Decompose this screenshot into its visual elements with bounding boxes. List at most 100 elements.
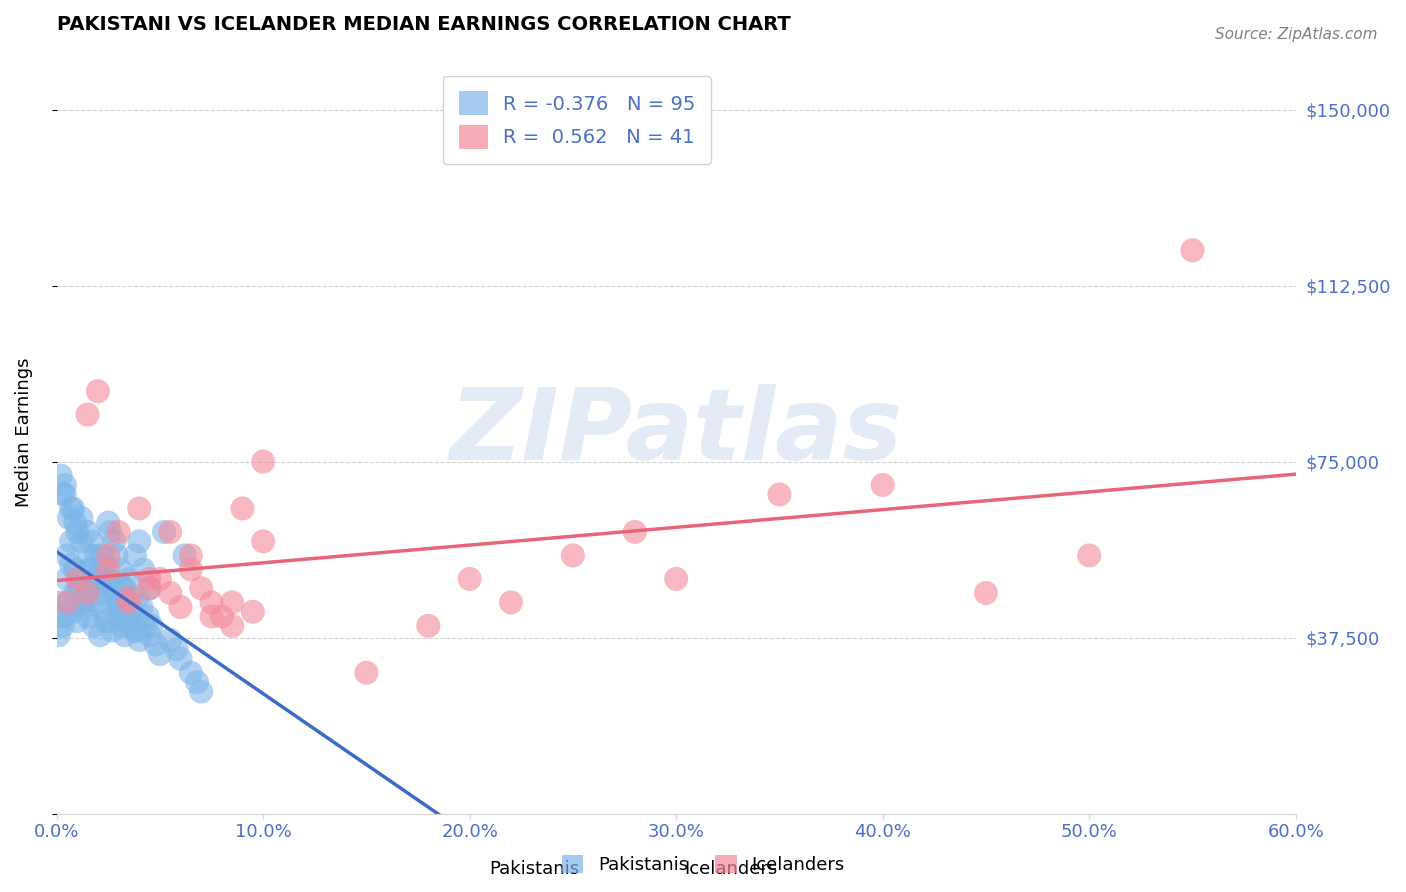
Point bbox=[231, 501, 253, 516]
Point bbox=[72, 595, 94, 609]
Point bbox=[221, 619, 243, 633]
Point bbox=[66, 614, 89, 628]
Point bbox=[138, 582, 160, 596]
Point bbox=[84, 549, 107, 563]
Point bbox=[91, 549, 114, 563]
Point bbox=[87, 582, 110, 596]
Point bbox=[118, 614, 141, 628]
Point bbox=[70, 595, 93, 609]
Point bbox=[149, 647, 172, 661]
Point bbox=[169, 600, 191, 615]
Point bbox=[111, 582, 134, 596]
Point bbox=[105, 549, 128, 563]
Point bbox=[56, 572, 79, 586]
Point bbox=[66, 572, 89, 586]
Point bbox=[83, 572, 105, 586]
Point bbox=[128, 632, 150, 647]
Y-axis label: Median Earnings: Median Earnings bbox=[15, 358, 32, 507]
Point bbox=[200, 595, 222, 609]
Point bbox=[118, 614, 141, 628]
Point bbox=[97, 549, 120, 563]
Point bbox=[138, 582, 160, 596]
Point bbox=[114, 628, 136, 642]
Point bbox=[76, 408, 98, 422]
Point bbox=[97, 562, 120, 576]
Point bbox=[356, 665, 378, 680]
Point bbox=[499, 595, 522, 609]
Point bbox=[80, 562, 103, 576]
Point bbox=[138, 572, 160, 586]
Legend: R = -0.376   N = 95, R =  0.562   N = 41: R = -0.376 N = 95, R = 0.562 N = 41 bbox=[443, 76, 711, 164]
Point bbox=[60, 558, 83, 572]
Point bbox=[89, 586, 111, 600]
Point bbox=[124, 624, 146, 638]
Point bbox=[56, 549, 79, 563]
Point bbox=[458, 572, 481, 586]
Point bbox=[169, 651, 191, 665]
Point bbox=[242, 605, 264, 619]
Point bbox=[1078, 549, 1101, 563]
Point bbox=[89, 628, 111, 642]
Point bbox=[107, 595, 129, 609]
Point bbox=[56, 595, 79, 609]
Point bbox=[149, 572, 172, 586]
Point bbox=[103, 586, 125, 600]
Point bbox=[124, 549, 146, 563]
Point bbox=[110, 562, 132, 576]
Point bbox=[98, 524, 121, 539]
Point bbox=[101, 624, 124, 638]
Point bbox=[76, 609, 98, 624]
Point bbox=[153, 524, 176, 539]
Point bbox=[134, 619, 156, 633]
Point bbox=[53, 609, 76, 624]
Point bbox=[132, 562, 155, 576]
Point bbox=[93, 605, 115, 619]
Point bbox=[97, 572, 120, 586]
Point bbox=[80, 534, 103, 549]
Point bbox=[60, 534, 83, 549]
Point bbox=[60, 501, 83, 516]
Point bbox=[127, 591, 149, 605]
Point bbox=[52, 619, 75, 633]
Point bbox=[63, 586, 86, 600]
Legend: Pakistanis, Icelanders: Pakistanis, Icelanders bbox=[553, 846, 853, 883]
Text: Icelanders: Icelanders bbox=[685, 860, 778, 878]
Point bbox=[418, 619, 440, 633]
Point bbox=[180, 549, 202, 563]
Point bbox=[84, 572, 107, 586]
Point bbox=[180, 665, 202, 680]
Point bbox=[48, 628, 70, 642]
Point bbox=[103, 534, 125, 549]
Point bbox=[76, 562, 98, 576]
Point bbox=[165, 642, 187, 657]
Point bbox=[173, 549, 195, 563]
Point bbox=[110, 619, 132, 633]
Point bbox=[87, 384, 110, 399]
Point bbox=[93, 558, 115, 572]
Point bbox=[145, 638, 167, 652]
Point bbox=[190, 582, 212, 596]
Point bbox=[211, 609, 233, 624]
Point bbox=[101, 582, 124, 596]
Point bbox=[72, 600, 94, 615]
Point bbox=[186, 675, 208, 690]
Point bbox=[221, 595, 243, 609]
Point bbox=[49, 468, 72, 483]
Point bbox=[138, 628, 160, 642]
Text: PAKISTANI VS ICELANDER MEDIAN EARNINGS CORRELATION CHART: PAKISTANI VS ICELANDER MEDIAN EARNINGS C… bbox=[56, 15, 790, 34]
Point bbox=[70, 534, 93, 549]
Point bbox=[120, 605, 142, 619]
Text: Pakistanis: Pakistanis bbox=[489, 860, 579, 878]
Point bbox=[128, 501, 150, 516]
Point bbox=[872, 478, 894, 492]
Point bbox=[91, 562, 114, 576]
Point bbox=[63, 516, 86, 530]
Point bbox=[62, 501, 84, 516]
Point bbox=[114, 582, 136, 596]
Point bbox=[107, 524, 129, 539]
Point bbox=[107, 600, 129, 615]
Point bbox=[1181, 244, 1204, 258]
Point bbox=[768, 487, 790, 501]
Point bbox=[75, 582, 97, 596]
Point bbox=[665, 572, 688, 586]
